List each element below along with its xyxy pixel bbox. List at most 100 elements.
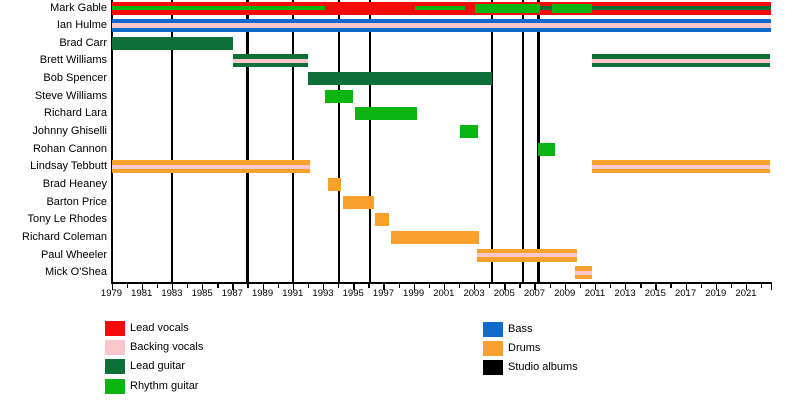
member-label: Mick O'Shea: [44, 266, 107, 279]
axis-tick: [770, 284, 773, 290]
year-label: 1995: [342, 288, 364, 299]
year-label: 2001: [433, 288, 455, 299]
axis-tick: [745, 284, 748, 290]
axis-tick: [428, 284, 431, 288]
axis-tick: [141, 284, 143, 290]
legend-swatch-rhythm_guitar: [105, 378, 125, 394]
year-label: 1987: [221, 288, 243, 299]
studio-album-line: [337, 0, 341, 283]
axis-tick: [685, 284, 687, 290]
role-overlay: [111, 5, 325, 11]
studio-album-line: [368, 0, 372, 283]
year-label: 2017: [674, 288, 697, 299]
axis-tick: [700, 284, 702, 288]
legend-label: Drums: [508, 342, 541, 355]
member-label: Steve Williams: [34, 89, 107, 102]
legend-label: Lead vocals: [130, 322, 189, 334]
member-label: Johnny Ghiselli: [32, 125, 107, 138]
membership-bar: [324, 89, 354, 103]
year-label: 2019: [705, 288, 727, 299]
year-label: 1991: [282, 288, 304, 299]
axis-tick: [156, 284, 159, 288]
role-stripe: [591, 164, 771, 170]
membership-bar: [390, 230, 479, 244]
membership-bar: [375, 213, 389, 227]
member-label: Brad Carr: [59, 36, 107, 49]
membership-bar: [342, 195, 374, 209]
legend-swatch-lead_vocals: [105, 321, 125, 336]
member-label: Bob Spencer: [43, 72, 107, 85]
role-stripe: [111, 23, 771, 28]
member-label: Mark Gable: [50, 1, 107, 14]
axis-tick: [534, 284, 536, 290]
year-label: 1983: [161, 288, 183, 299]
studio-album-line: [246, 0, 249, 283]
member-label: Barton Price: [46, 195, 107, 208]
axis-tick: [322, 284, 325, 290]
axis-tick: [292, 284, 295, 290]
role-stripe: [233, 58, 308, 64]
role-overlay: [551, 3, 592, 13]
year-label: 1999: [403, 288, 425, 299]
role-stripe: [575, 270, 592, 275]
year-label: 1981: [131, 288, 153, 299]
axis-tick: [519, 284, 521, 288]
year-label: 2005: [493, 288, 515, 299]
membership-bar: [111, 36, 234, 50]
axis-tick: [594, 284, 597, 290]
axis-tick: [474, 284, 476, 290]
legend-swatch-bass: [483, 322, 503, 337]
axis-tick: [715, 284, 718, 290]
role-overlay: [474, 3, 540, 13]
role-stripe: [591, 58, 771, 64]
year-label: 2021: [735, 288, 757, 299]
role-overlay: [591, 5, 771, 11]
member-label: Richard Lara: [44, 107, 107, 120]
year-label: 1985: [191, 288, 213, 299]
x-axis-line: [110, 282, 773, 284]
studio-album-line: [291, 0, 295, 283]
axis-tick: [126, 284, 128, 288]
member-label: Rohan Cannon: [32, 142, 107, 155]
axis-tick: [730, 284, 733, 288]
axis-tick: [504, 284, 506, 290]
axis-tick: [338, 284, 340, 288]
axis-tick: [217, 284, 219, 288]
axis-tick: [413, 284, 415, 290]
role-overlay: [415, 5, 465, 11]
role-stripe: [111, 164, 311, 170]
member-label: Lindsay Tebbutt: [30, 160, 107, 173]
legend-label: Lead guitar: [130, 360, 186, 373]
axis-tick: [579, 284, 582, 288]
studio-album-line: [521, 0, 525, 283]
axis-tick: [353, 284, 355, 290]
axis-tick: [761, 284, 763, 288]
legend-label: Rhythm guitar: [130, 379, 199, 392]
member-label: Tony Le Rhodes: [27, 213, 108, 226]
year-label: 2009: [554, 288, 576, 299]
y-axis-line: [110, 0, 113, 283]
year-label: 2003: [463, 288, 485, 299]
member-label: Brad Heaney: [42, 178, 107, 190]
legend-swatch-drums: [483, 341, 503, 357]
year-label: 2007: [523, 288, 546, 299]
year-label: 2013: [614, 288, 636, 299]
member-label: Paul Wheeler: [40, 248, 107, 261]
year-label: 1997: [372, 288, 394, 299]
member-label: Brett Williams: [39, 54, 107, 67]
studio-album-line: [490, 0, 494, 283]
role-stripe: [477, 252, 577, 258]
year-label: 1979: [100, 288, 123, 299]
axis-tick: [202, 284, 204, 290]
axis-tick: [625, 284, 627, 290]
axis-tick: [368, 284, 370, 288]
axis-tick: [489, 284, 491, 288]
axis-tick: [670, 284, 672, 288]
axis-tick: [398, 284, 400, 288]
member-label: Richard Coleman: [22, 230, 107, 243]
role-overlay: [539, 5, 552, 11]
legend-label: Studio albums: [508, 361, 578, 374]
axis-tick: [232, 284, 234, 290]
studio-album-line: [537, 0, 540, 283]
